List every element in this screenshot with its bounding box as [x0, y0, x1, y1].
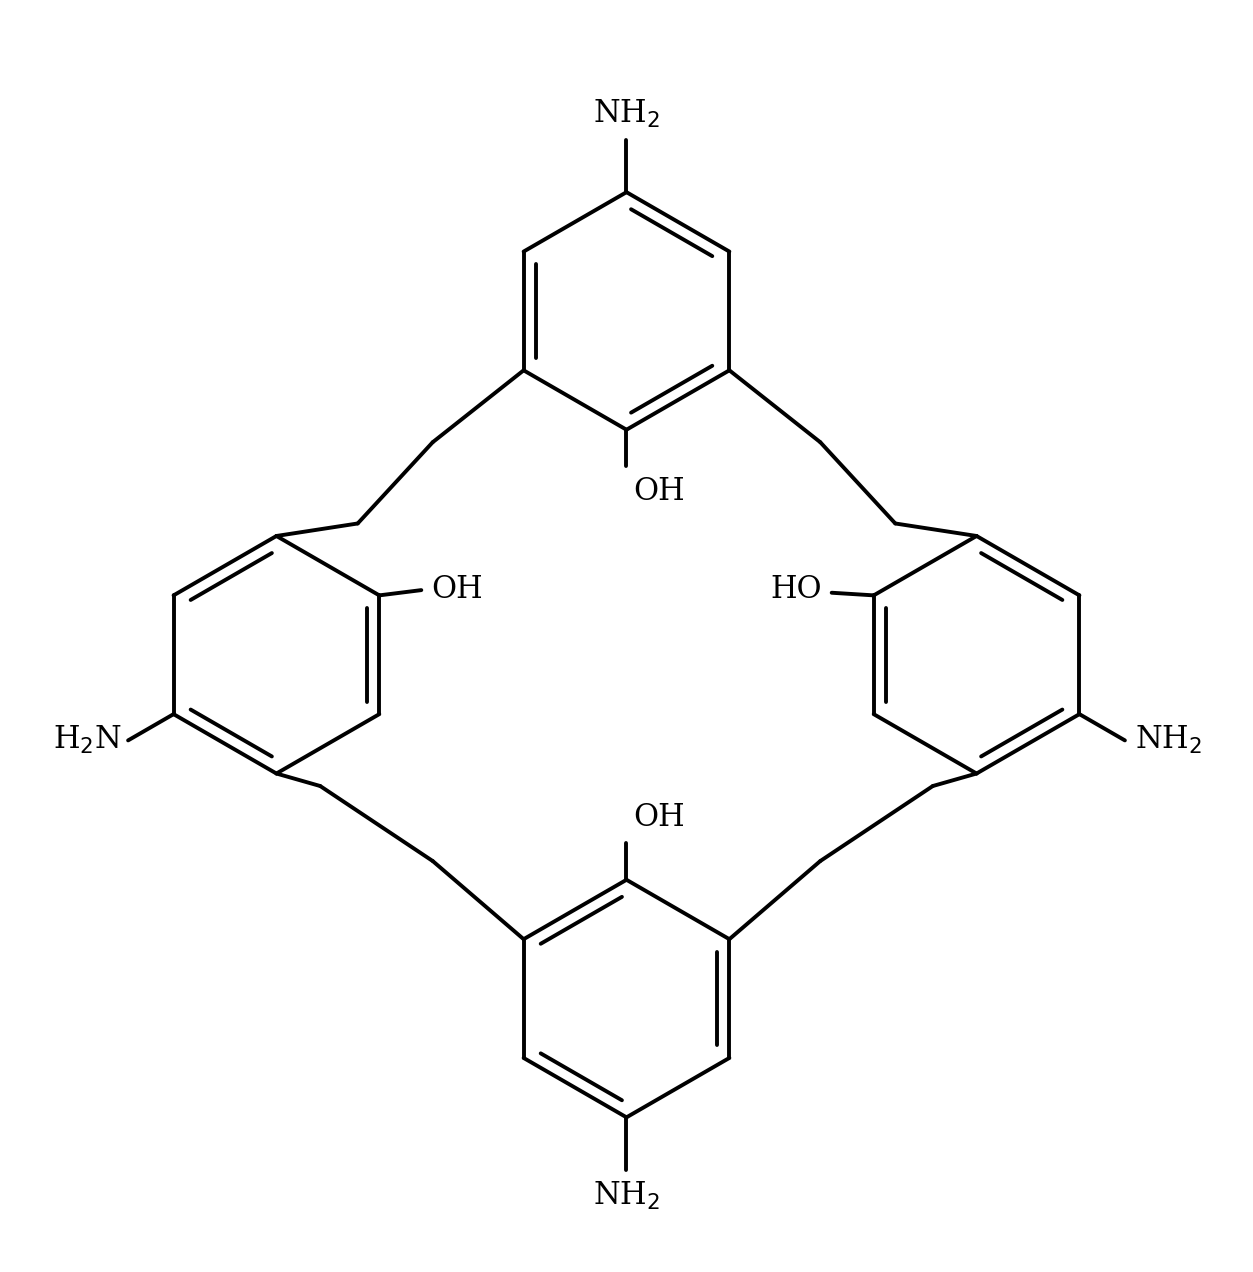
Text: NH$_2$: NH$_2$ [593, 1180, 660, 1212]
Text: NH$_2$: NH$_2$ [593, 98, 660, 130]
Text: NH$_2$: NH$_2$ [1135, 724, 1202, 757]
Text: H$_2$N: H$_2$N [53, 724, 122, 757]
Text: OH: OH [633, 803, 684, 833]
Text: OH: OH [431, 574, 482, 604]
Text: HO: HO [771, 574, 822, 604]
Text: OH: OH [633, 477, 684, 508]
